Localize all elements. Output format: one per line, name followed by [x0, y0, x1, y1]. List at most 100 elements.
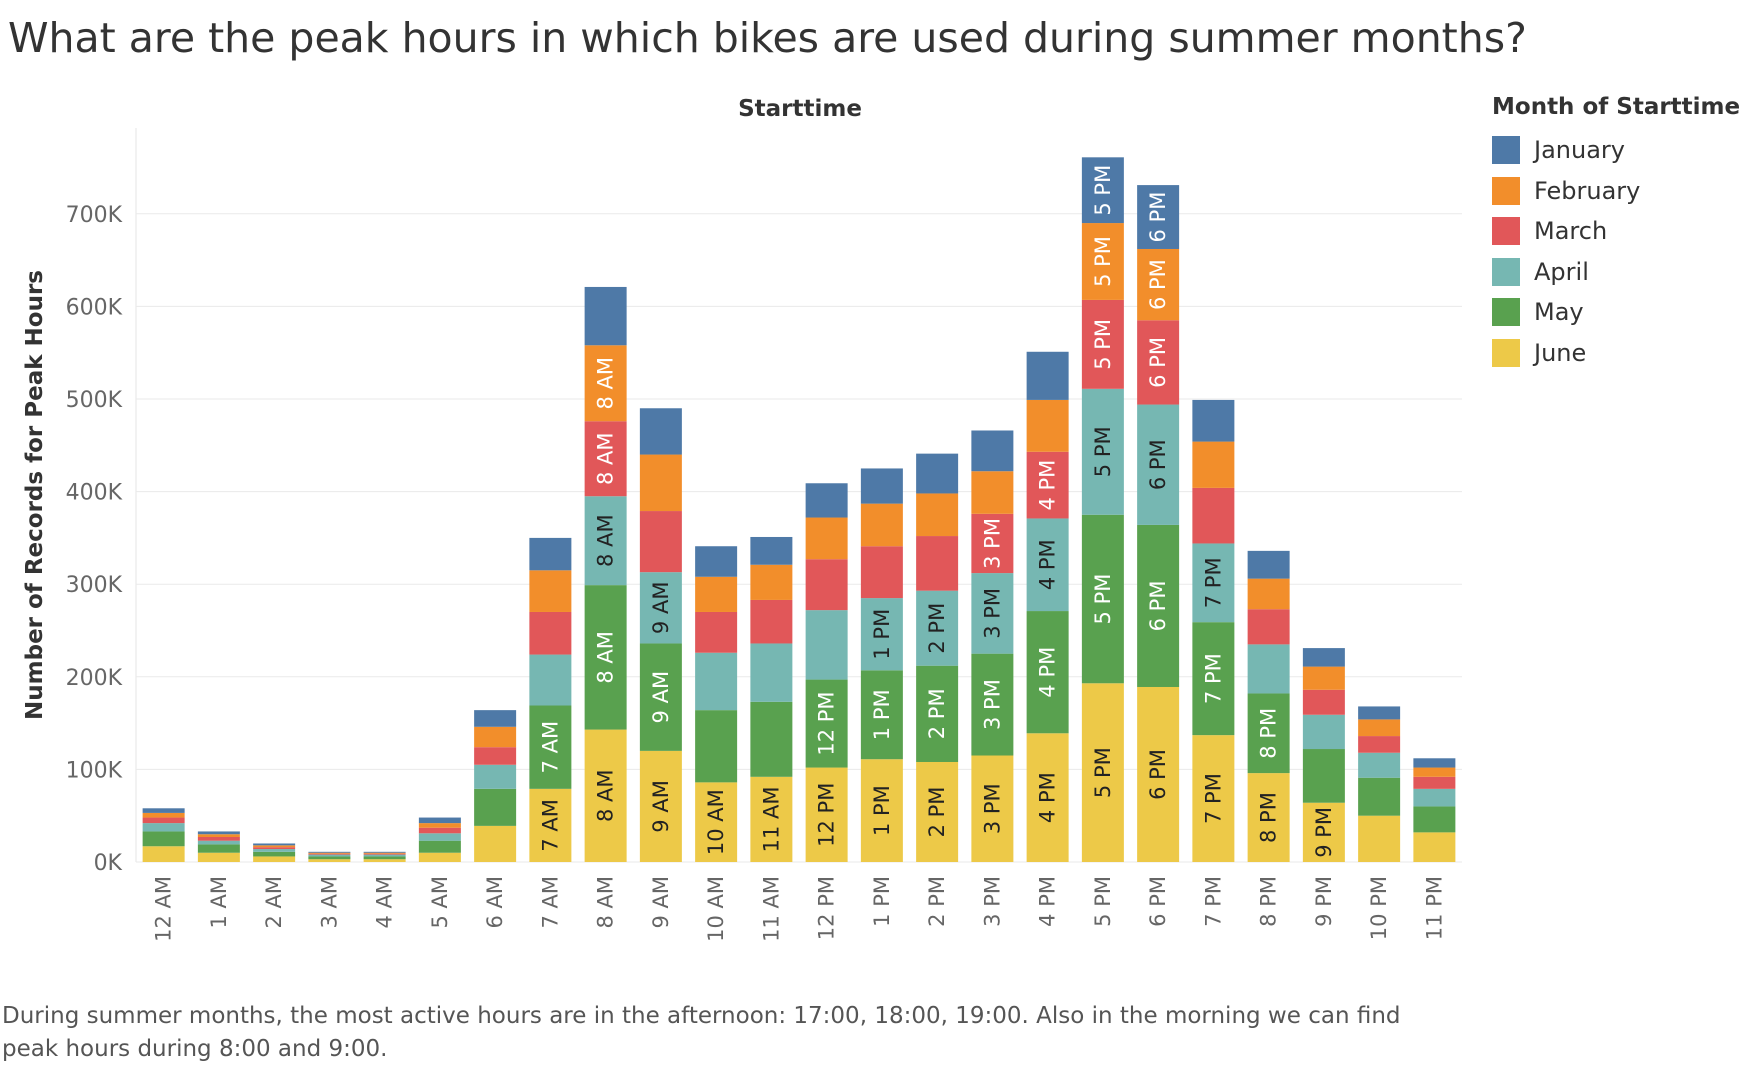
bar-segment-january [529, 537, 572, 571]
data-label: 6 PM [1146, 749, 1170, 800]
bar-segment-march [1413, 776, 1456, 789]
x-tick-label: 7 PM [1201, 876, 1225, 927]
bar-segment-january [805, 483, 848, 518]
bar-segment-april [695, 652, 738, 711]
bar-segment-february [971, 471, 1014, 514]
bar-segment-april [418, 833, 461, 841]
bar-segment-june [197, 852, 240, 862]
bar-segment-january [1026, 351, 1069, 400]
x-tick-label: 9 PM [1312, 876, 1336, 927]
bar-segment-june [363, 859, 406, 862]
bar-segment-may [750, 701, 793, 777]
bar-segment-june [529, 788, 572, 862]
data-label: 7 AM [538, 799, 562, 852]
data-label: 8 AM [594, 770, 618, 823]
bar-segment-january [1081, 157, 1124, 224]
bar-segment-april [916, 590, 959, 666]
y-tick-label: 600K [66, 295, 123, 320]
data-label: 4 PM [1036, 647, 1060, 698]
bar-segment-april [474, 764, 517, 789]
bar-segment-february [860, 503, 903, 547]
legend-label: June [1534, 338, 1587, 367]
legend-swatch [1492, 338, 1520, 367]
bar-segment-may [860, 670, 903, 760]
bar-segment-june [1026, 733, 1069, 862]
bar-segment-march [805, 559, 848, 611]
bar-segment-february [1302, 666, 1345, 690]
legend-item-april[interactable]: April [1492, 252, 1740, 293]
bar-segment-january [639, 408, 682, 455]
legend-swatch [1492, 136, 1520, 165]
legend-label: February [1534, 176, 1641, 205]
bar-segment-january [142, 808, 185, 813]
data-label: 2 PM [925, 688, 949, 739]
bar-segment-june [1413, 832, 1456, 862]
bar-segment-january [1247, 550, 1290, 579]
bar-segment-april [142, 823, 185, 832]
bar-segment-may [1081, 514, 1124, 684]
bar-segment-april [584, 496, 627, 586]
bar-segment-june [916, 761, 959, 862]
legend-item-february[interactable]: February [1492, 171, 1740, 212]
bar-segment-january [1413, 758, 1456, 768]
x-tick-label: 5 AM [428, 876, 452, 929]
bar-segment-june [1247, 773, 1290, 862]
x-tick-label: 6 AM [483, 876, 507, 929]
bar-segment-march [529, 611, 572, 655]
legend-item-january[interactable]: January [1492, 130, 1740, 171]
data-label: 6 PM [1146, 259, 1170, 310]
bar-segment-april [1413, 788, 1456, 807]
bar-segment-june [695, 782, 738, 862]
legend-item-march[interactable]: March [1492, 211, 1740, 252]
data-label: 4 PM [1036, 460, 1060, 511]
bar-segment-may [639, 643, 682, 751]
bar-segment-may [971, 653, 1014, 756]
bar-segment-january [971, 430, 1014, 472]
y-tick-label: 200K [66, 666, 123, 691]
x-axis-ticks: 12 AM 1 AM 2 AM 3 AM 4 AM 5 AM 6 AM 7 AM 8 AM 9 A… [152, 876, 1447, 942]
bar-segment-march [363, 853, 406, 855]
bar-segment-february [805, 517, 848, 560]
bar-segment-june [142, 846, 185, 862]
bar-segment-march [695, 611, 738, 653]
bar-segment-january [860, 468, 903, 504]
bar-segment-february [474, 726, 517, 748]
data-label: 11 AM [759, 786, 783, 852]
data-label: 4 PM [1036, 539, 1060, 590]
legend-item-june[interactable]: June [1492, 333, 1740, 374]
data-label: 9 AM [649, 582, 673, 635]
x-tick-label: 11 PM [1422, 876, 1446, 940]
data-label: 1 PM [870, 609, 894, 660]
bar-segment-june [308, 859, 351, 862]
bar-segment-april [971, 573, 1014, 654]
bar-segment-april [1026, 518, 1069, 612]
data-label: 8 AM [594, 631, 618, 684]
bar-segment-april [363, 854, 406, 857]
data-label: 8 AM [594, 432, 618, 485]
legend-item-may[interactable]: May [1492, 292, 1740, 333]
bar-segment-june [860, 759, 903, 862]
caption: During summer months, the most active ho… [2, 1003, 1401, 1062]
x-tick-label: 6 PM [1146, 876, 1170, 927]
bar-segment-february [1247, 578, 1290, 610]
bar-segment-june [418, 852, 461, 862]
x-tick-label: 2 AM [262, 876, 286, 929]
bar-segment-june [1137, 686, 1180, 862]
bar-segment-may [197, 844, 240, 853]
bar-segment-february [584, 345, 627, 422]
data-label: 12 PM [815, 691, 839, 755]
data-label: 2 PM [925, 787, 949, 838]
data-label: 9 PM [1312, 807, 1336, 858]
data-label: 3 PM [980, 783, 1004, 834]
bar-segment-february [1358, 719, 1401, 737]
bar-segment-june [1192, 735, 1235, 862]
bar-segment-march [1247, 609, 1290, 645]
x-tick-label: 10 PM [1367, 876, 1391, 940]
legend-swatch [1492, 176, 1520, 205]
bar-segment-april [1358, 752, 1401, 778]
data-label: 6 PM [1146, 581, 1170, 632]
x-tick-label: 4 PM [1036, 876, 1060, 927]
bar-segment-february [1026, 399, 1069, 452]
bar-segment-march [308, 853, 351, 855]
bar-segment-may [695, 710, 738, 783]
